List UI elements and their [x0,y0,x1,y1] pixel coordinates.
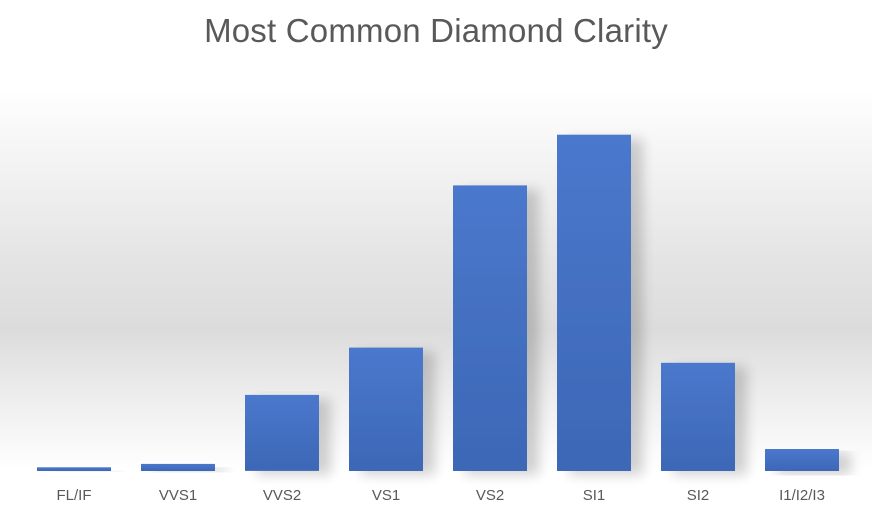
bar-i1-i2-i3 [765,449,839,471]
tick-labels-layer: FL/IF VVS1 VVS2 VS1 VS2 SI1 SI2 I1/I2/I3 [56,487,824,504]
x-tick-label: VVS1 [159,487,197,504]
bar-vs2 [453,185,527,471]
x-tick-label: VS1 [372,487,400,504]
x-tick-label: SI1 [583,487,606,504]
bar-si2 [661,362,735,471]
bar-si1 [557,134,631,471]
x-tick-label: SI2 [687,487,710,504]
bar-vvs2 [245,394,319,471]
bar-fl-if [37,467,111,471]
chart-title: Most Common Diamond Clarity [204,12,668,49]
bars-layer [37,134,839,471]
x-tick-label: VS2 [476,487,504,504]
x-tick-label: VVS2 [263,487,301,504]
x-tick-label: FL/IF [56,487,91,504]
bar-vs1 [349,347,423,471]
bar-vvs1 [141,463,215,471]
x-tick-label: I1/I2/I3 [779,487,825,504]
